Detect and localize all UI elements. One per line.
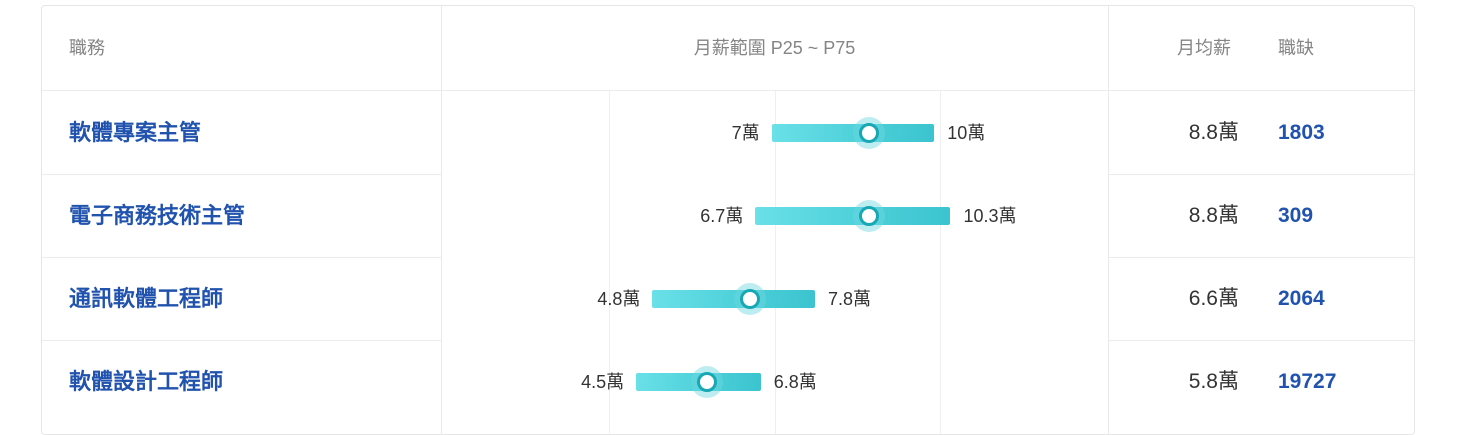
scale-gridline — [775, 91, 776, 434]
salary-range-bar — [755, 206, 951, 225]
avg-salary-value: 8.8萬 — [1188, 203, 1239, 227]
header-job: 職務 — [69, 38, 105, 58]
p75-label: 6.8萬 — [773, 371, 817, 392]
openings-count-link[interactable]: 309 — [1278, 203, 1314, 227]
scale-gridline — [940, 91, 941, 434]
openings-count-link[interactable]: 1803 — [1278, 120, 1325, 144]
p25-label: 6.7萬 — [700, 205, 744, 226]
job-title-link[interactable]: 軟體專案主管 — [69, 119, 202, 145]
avg-salary-value: 5.8萬 — [1188, 369, 1239, 393]
avg-marker — [859, 122, 880, 143]
p75-label: 7.8萬 — [827, 288, 871, 309]
job-title-link[interactable]: 電子商務技術主管 — [69, 202, 246, 228]
row-divider — [42, 340, 441, 341]
p25-label: 4.5萬 — [581, 371, 625, 392]
column-divider — [441, 6, 442, 434]
p75-label: 10萬 — [947, 122, 986, 143]
row-divider — [1109, 340, 1415, 341]
p25-label: 7萬 — [731, 122, 760, 143]
avg-marker — [739, 288, 760, 309]
header-salary-range: 月薪範圍 P25 ~ P75 — [693, 38, 856, 58]
p25-label: 4.8萬 — [597, 288, 641, 309]
header-avg-salary: 月均薪 — [1177, 38, 1231, 58]
row-divider — [1109, 174, 1415, 175]
row-divider — [1109, 257, 1415, 258]
salary-range-bar — [652, 289, 815, 308]
scale-gridline — [609, 91, 610, 434]
row-divider — [42, 174, 441, 175]
openings-count-link[interactable]: 2064 — [1278, 286, 1325, 310]
openings-count-link[interactable]: 19727 — [1278, 369, 1337, 393]
row-divider — [42, 257, 441, 258]
avg-marker — [859, 205, 880, 226]
p75-label: 10.3萬 — [963, 205, 1017, 226]
avg-salary-value: 6.6萬 — [1188, 286, 1239, 310]
header-divider — [42, 90, 1414, 91]
avg-marker — [696, 371, 717, 392]
job-title-link[interactable]: 通訊軟體工程師 — [69, 285, 224, 311]
salary-range-bar — [771, 123, 935, 142]
header-openings: 職缺 — [1278, 38, 1314, 58]
avg-salary-value: 8.8萬 — [1188, 120, 1239, 144]
column-divider — [1108, 6, 1109, 434]
job-title-link[interactable]: 軟體設計工程師 — [69, 368, 224, 394]
salary-table: 職務 月薪範圍 P25 ~ P75 月均薪 職缺 軟體專案主管 7萬 10萬 8.8萬… — [41, 5, 1415, 435]
